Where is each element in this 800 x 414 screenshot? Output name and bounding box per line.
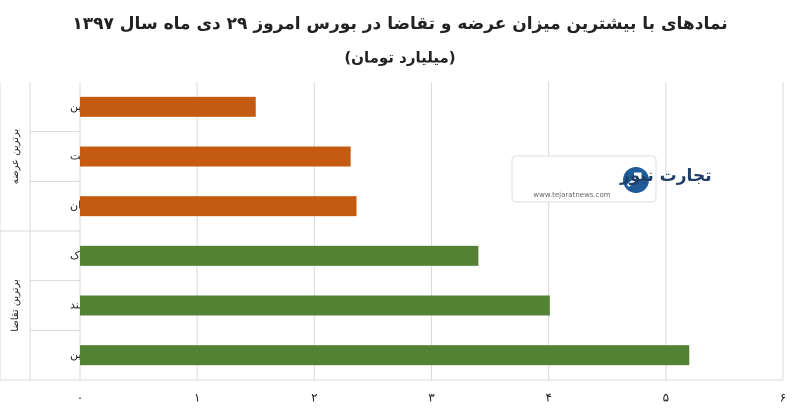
bar <box>80 245 479 266</box>
bar <box>80 295 550 316</box>
bar <box>80 345 690 366</box>
x-tick-label: ۰ <box>77 391 83 405</box>
chart-subtitle: (میلیارد تومان) <box>344 49 455 67</box>
x-tick-label: ۳ <box>428 391 435 405</box>
bar <box>80 196 357 217</box>
bar <box>80 96 256 117</box>
group-label: برترین عرضه <box>10 129 21 185</box>
logo-arrow <box>626 172 642 188</box>
bar <box>80 146 351 167</box>
x-tick-label: ۲ <box>311 391 317 405</box>
x-tick-label: ۱ <box>194 391 200 405</box>
logo-name: تجارت نیوز <box>619 166 712 186</box>
x-tick-label: ۶ <box>780 391 786 405</box>
x-tick-label: ۴ <box>545 391 551 405</box>
group-label: برترین تقاضا <box>10 279 21 332</box>
logo-box <box>511 155 657 203</box>
logo: تجارت نیوز www.tejaratnews.com <box>511 155 712 203</box>
chart-title: نمادهای با بیشترین میزان عرضه و تقاضا در… <box>72 14 727 34</box>
x-tick-label: ۵ <box>663 391 669 405</box>
logo-url: www.tejaratnews.com <box>533 191 610 199</box>
